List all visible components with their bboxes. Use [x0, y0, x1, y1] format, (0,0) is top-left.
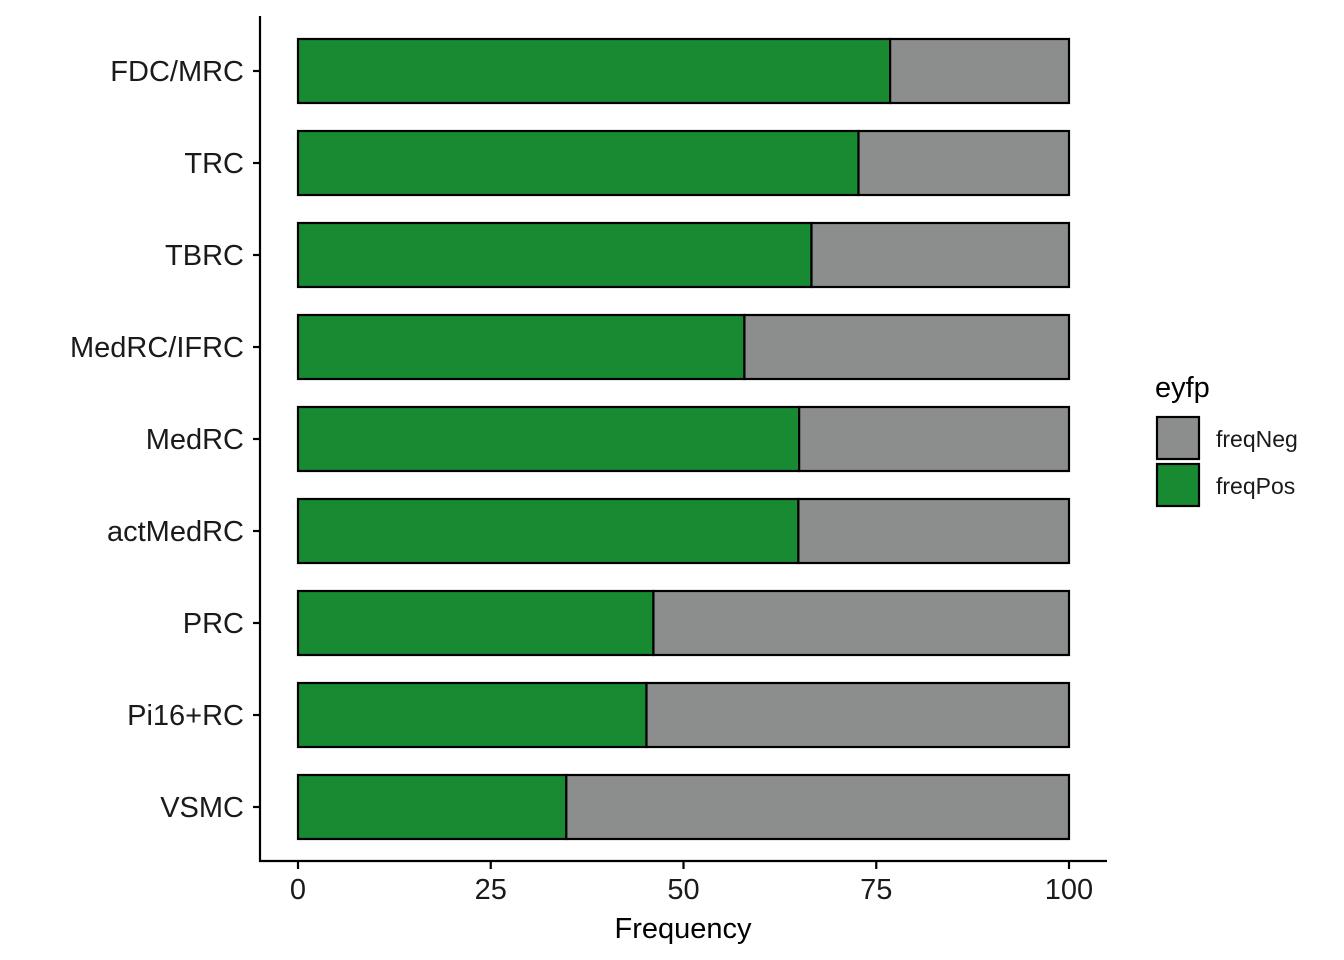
bar-freqneg	[743, 313, 1071, 381]
y-tick-label: MedRC/IFRC	[70, 332, 244, 364]
bar-freqneg	[645, 681, 1071, 749]
y-tick-label: actMedRC	[107, 516, 244, 548]
bar-freqneg	[798, 405, 1071, 473]
bar-freqpos	[296, 681, 648, 749]
bar-freqneg	[810, 221, 1071, 289]
legend-key-freqneg	[1155, 415, 1201, 461]
bar-freqpos	[296, 129, 860, 197]
bar-freqpos	[296, 313, 746, 381]
y-tick-label: PRC	[183, 608, 244, 640]
bar-freqpos	[296, 37, 892, 105]
bar-freqneg	[857, 129, 1071, 197]
legend-label-freqpos: freqPos	[1216, 473, 1295, 499]
x-axis-title: Frequency	[614, 913, 752, 945]
x-tick-label: 50	[667, 874, 699, 906]
legend-key-freqpos	[1155, 462, 1201, 508]
y-tick-label: TBRC	[165, 240, 244, 272]
bar-freqneg	[652, 589, 1071, 657]
bar-freqpos	[296, 405, 801, 473]
x-tick-label: 100	[1045, 874, 1093, 906]
bar-freqpos	[296, 497, 800, 565]
y-tick-label: FDC/MRC	[110, 56, 244, 88]
bar-freqpos	[296, 589, 655, 657]
y-tick-label: TRC	[184, 148, 244, 180]
x-tick-label: 75	[860, 874, 892, 906]
legend: eyfp freqNeg freqPos	[1155, 372, 1298, 508]
y-tick-label: Pi16+RC	[127, 700, 244, 732]
bar-freqneg	[797, 497, 1071, 565]
legend-title: eyfp	[1155, 372, 1210, 404]
y-tick-label: VSMC	[160, 792, 244, 824]
y-tick-label: MedRC	[146, 424, 244, 456]
legend-label-freqneg: freqNeg	[1216, 426, 1298, 452]
x-tick-label: 0	[290, 874, 306, 906]
x-ticks-group: 0 25 50 75 100	[290, 861, 1093, 906]
bar-freqneg	[889, 37, 1071, 105]
bar-freqpos	[296, 773, 568, 841]
bar-freqneg	[565, 773, 1071, 841]
bars-group	[296, 37, 1071, 841]
y-ticks-group: FDC/MRC TRC TBRC MedRC/IFRC MedRC actMedRC PRC…	[70, 56, 260, 824]
bar-freqpos	[296, 221, 813, 289]
x-tick-label: 25	[475, 874, 507, 906]
